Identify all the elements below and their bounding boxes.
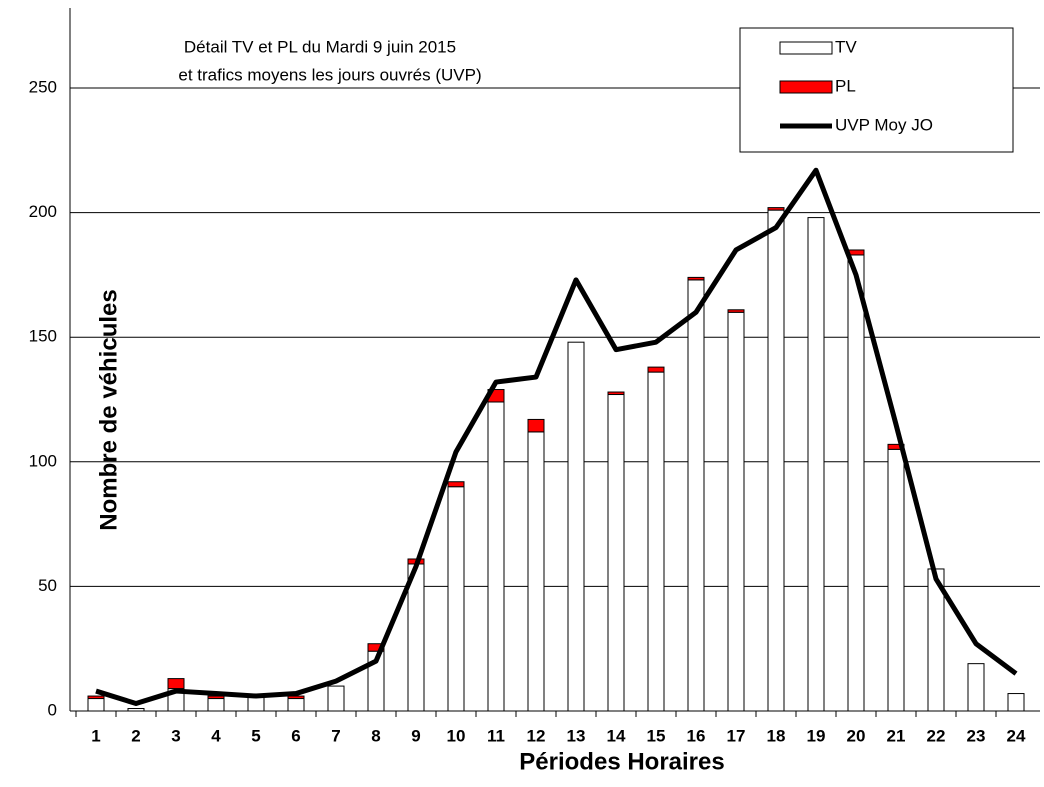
x-tick-label: 24 <box>1007 726 1026 745</box>
bar <box>287 695 305 700</box>
x-tick-label: 18 <box>767 726 786 745</box>
bar <box>767 207 785 211</box>
x-tick-label: 4 <box>211 726 221 745</box>
bar <box>647 371 665 712</box>
x-tick-label: 7 <box>331 726 340 745</box>
bar <box>487 401 505 712</box>
line <box>95 167 1018 707</box>
x-tick-label: 10 <box>447 726 466 745</box>
bar <box>807 217 825 712</box>
bar <box>327 685 345 712</box>
x-tick-label: 20 <box>847 726 866 745</box>
x-tick-label: 2 <box>131 726 140 745</box>
bar <box>87 695 105 700</box>
x-tick-label: 21 <box>887 726 906 745</box>
bar <box>887 448 905 712</box>
bar <box>647 366 665 373</box>
bar <box>687 279 705 712</box>
chart-title: Détail TV et PL du Mardi 9 juin 2015 <box>184 37 456 56</box>
bar <box>727 311 745 712</box>
bar <box>767 209 785 712</box>
x-tick-label: 17 <box>727 726 746 745</box>
bar <box>607 391 625 396</box>
bar <box>1007 693 1025 712</box>
x-tick-label: 22 <box>927 726 946 745</box>
y-tick-label: 200 <box>29 202 57 221</box>
bar <box>607 394 625 712</box>
legend-swatch <box>779 41 833 55</box>
x-tick-label: 11 <box>487 726 505 745</box>
bar <box>167 678 185 690</box>
y-axis-label: Nombre de véhicules <box>95 289 122 530</box>
y-tick-label: 150 <box>29 327 57 346</box>
bar <box>287 698 305 712</box>
x-tick-label: 3 <box>171 726 180 745</box>
bar <box>527 431 545 712</box>
bar <box>687 276 705 281</box>
bar <box>527 418 545 433</box>
bar <box>87 698 105 712</box>
bar <box>447 486 465 712</box>
legend-label: UVP Moy JO <box>835 115 933 134</box>
x-tick-label: 6 <box>291 726 300 745</box>
x-tick-label: 16 <box>687 726 706 745</box>
y-tick-label: 0 <box>48 700 57 719</box>
bar <box>727 309 745 313</box>
legend-label: PL <box>835 76 856 95</box>
x-tick-label: 9 <box>411 726 420 745</box>
legend-swatch <box>779 80 833 94</box>
chart-title: et trafics moyens les jours ouvrés (UVP) <box>178 65 481 84</box>
x-axis-label: Périodes Horaires <box>519 748 724 775</box>
y-tick-label: 250 <box>29 77 57 96</box>
x-tick-label: 5 <box>251 726 260 745</box>
bar <box>207 698 225 712</box>
y-tick-label: 50 <box>38 576 57 595</box>
legend-label: TV <box>835 37 857 56</box>
x-tick-label: 13 <box>567 726 586 745</box>
x-tick-label: 8 <box>371 726 380 745</box>
bar <box>967 663 985 712</box>
x-tick-label: 23 <box>967 726 986 745</box>
bar <box>207 695 225 700</box>
y-tick-label: 100 <box>29 451 57 470</box>
x-tick-label: 1 <box>91 726 100 745</box>
x-tick-label: 12 <box>527 726 546 745</box>
x-tick-label: 14 <box>607 726 626 745</box>
bar <box>567 341 585 712</box>
x-tick-label: 15 <box>647 726 666 745</box>
bar <box>847 254 865 712</box>
bar <box>447 481 465 488</box>
x-tick-label: 19 <box>807 726 826 745</box>
